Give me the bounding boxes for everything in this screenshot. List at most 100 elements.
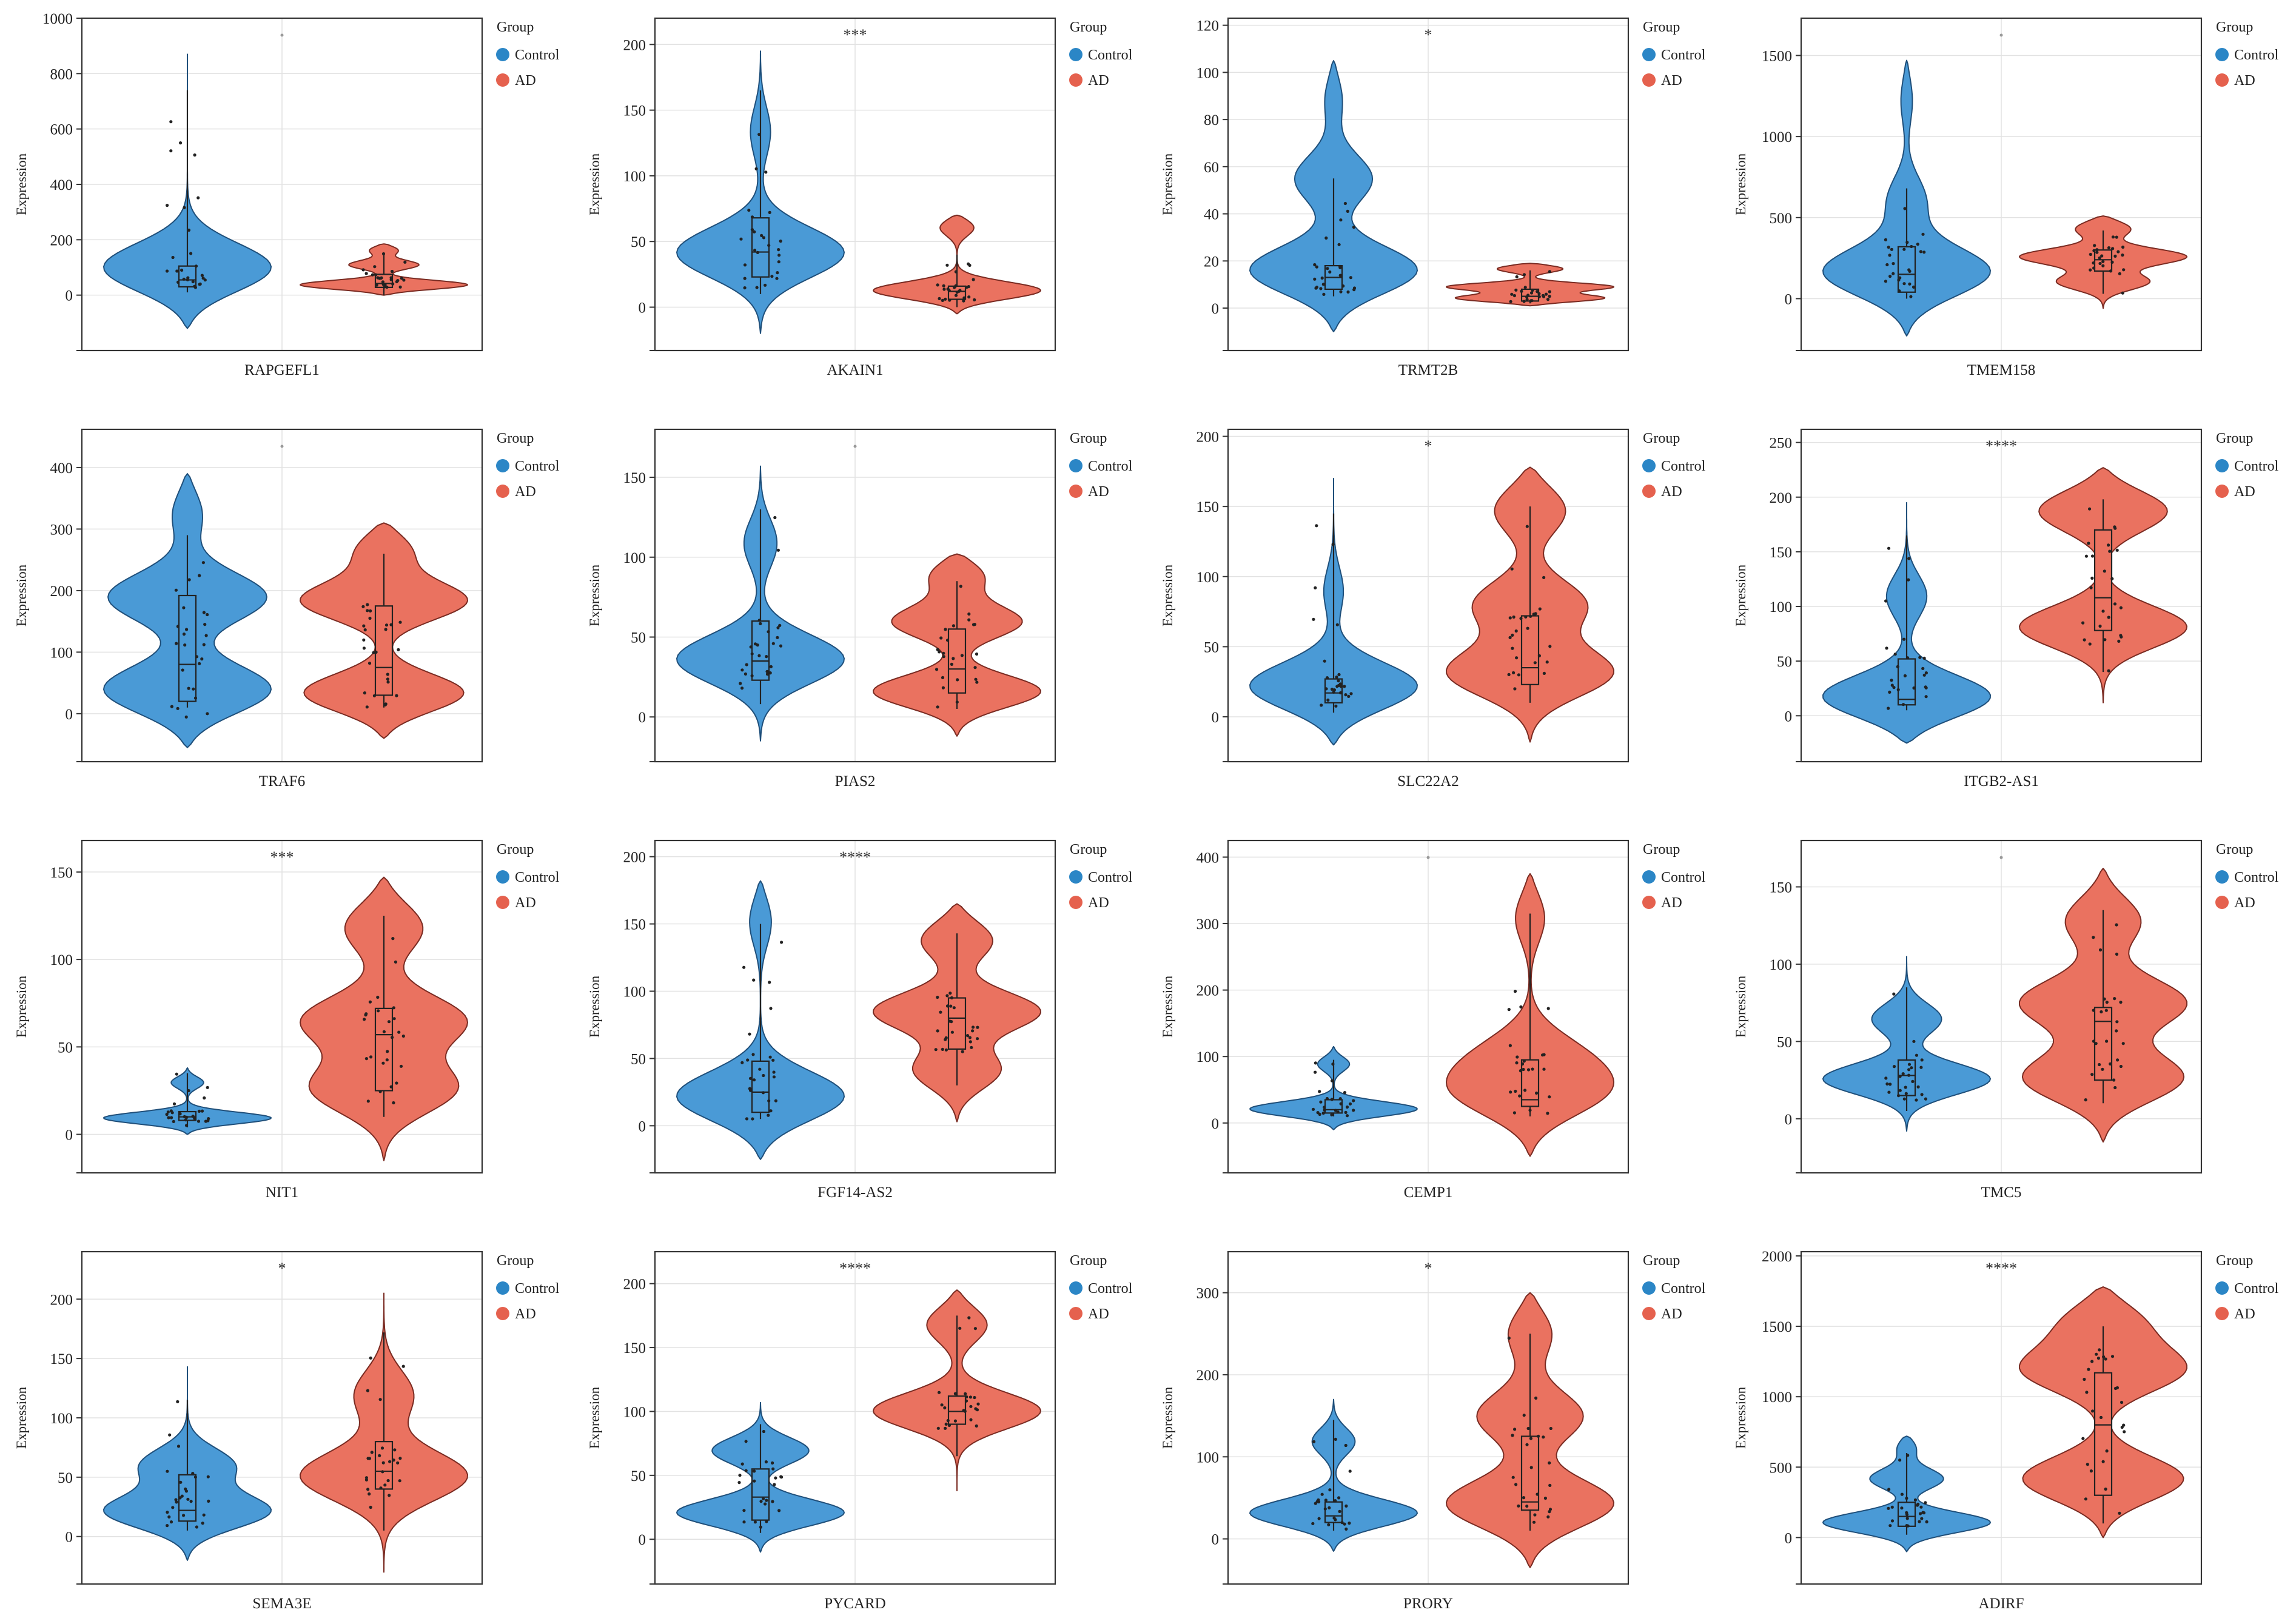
plot-frame [81,428,483,763]
control-point [1349,692,1353,696]
ad-point [368,616,372,620]
control-point [1902,1097,1906,1101]
y-tick-label: 200 [50,1292,73,1308]
control-point [753,642,757,646]
control-point [179,1480,183,1484]
ad-point [2112,1078,2116,1082]
y-tick-label: 100 [50,952,73,968]
control-point [747,209,751,212]
y-tick-label: 150 [623,1340,646,1357]
control-point [206,1086,209,1089]
ad-point [2101,1460,2105,1463]
ad-point [2090,1073,2094,1076]
ad-point [386,1050,389,1053]
y-tick-label: 100 [1770,599,1793,616]
control-point [1323,659,1326,663]
legend-title: Group [497,842,534,857]
control-point [184,1124,189,1127]
ad-point [375,283,378,287]
y-axis-label: Expression [587,153,602,215]
ad-point [1529,614,1532,618]
legend-marker-ad [1642,485,1656,498]
y-tick-label: 0 [1785,291,1793,307]
ad-box [947,628,967,694]
y-tick-label: 100 [623,169,646,185]
legend-label-ad: AD [2234,73,2255,89]
gene-label: SLC22A2 [1397,773,1458,790]
ad-point [1533,1513,1537,1517]
control-point [1919,250,1922,253]
ad-box [374,1441,394,1490]
ad-point [947,1423,951,1428]
control-point [174,588,178,592]
control-point [1921,666,1925,670]
y-tick-label: 100 [1197,1449,1220,1466]
control-point [759,1500,763,1503]
control-point [200,274,204,277]
legend-marker-ad [496,896,509,909]
panel-akain1: 0 50 100 150 200 Expression AKAIN1 *** Group Cont… [587,17,1133,378]
ad-point [945,639,950,642]
control-point [740,668,744,672]
gene-label: ADIRF [1978,1596,2024,1612]
legend-label-ad: AD [1661,1306,1682,1322]
legend-label-control: Control [515,870,560,885]
ad-point [936,1029,939,1033]
ad-point [955,290,959,294]
ad-point [390,269,394,274]
control-point [1323,1106,1326,1109]
ad-point [372,651,375,654]
control-point [767,1113,770,1117]
ad-point [378,1090,382,1093]
control-point [1916,243,1919,246]
y-axis-label: Expression [1160,153,1175,215]
plot-frame [1227,17,1630,352]
ad-point [384,628,388,631]
plot-frame [654,1250,1056,1585]
control-point [1903,207,1907,210]
ad-point [2100,1010,2103,1014]
ad-point [1536,1492,1539,1496]
control-point [175,269,179,273]
y-tick-label: 600 [50,122,73,138]
control-point [1344,1527,1348,1531]
ad-point [1542,671,1546,675]
y-tick-label: 1500 [1762,48,1792,64]
ad-point [945,263,949,267]
legend-marker-ad [1642,896,1656,909]
ad-point [1514,1089,1517,1093]
ad-point [1516,1055,1519,1059]
control-point [767,244,771,247]
control-point [765,1520,768,1523]
gene-label: TMEM158 [1967,362,2036,378]
control-point [182,633,186,636]
ad-point [2111,247,2115,250]
control-point [779,240,782,243]
control-point [1896,665,1899,668]
control-point [1338,274,1342,277]
ad-point [381,1061,385,1065]
ad-point [1512,615,1516,619]
ad-point [1529,291,1534,295]
control-point [184,715,188,719]
control-point [1311,1107,1315,1111]
control-point [185,628,189,631]
ad-point [392,1017,396,1021]
significance-dot [1999,856,2003,859]
control-point [1920,1058,1924,1062]
gene-label: NIT1 [266,1184,298,1201]
ad-point [2098,1348,2101,1352]
ad-point [1534,612,1537,616]
ad-point [2122,1423,2126,1427]
legend-marker-control [496,870,509,884]
legend-label-control: Control [1088,1281,1133,1297]
control-point [182,1514,186,1517]
gene-label: SEMA3E [252,1596,311,1612]
control-point [179,141,183,145]
ad-point [954,270,958,274]
ad-point [383,283,387,287]
control-point [759,1525,762,1529]
ad-point [972,278,975,281]
legend-marker-ad [1642,73,1656,87]
ad-point [1515,656,1519,660]
